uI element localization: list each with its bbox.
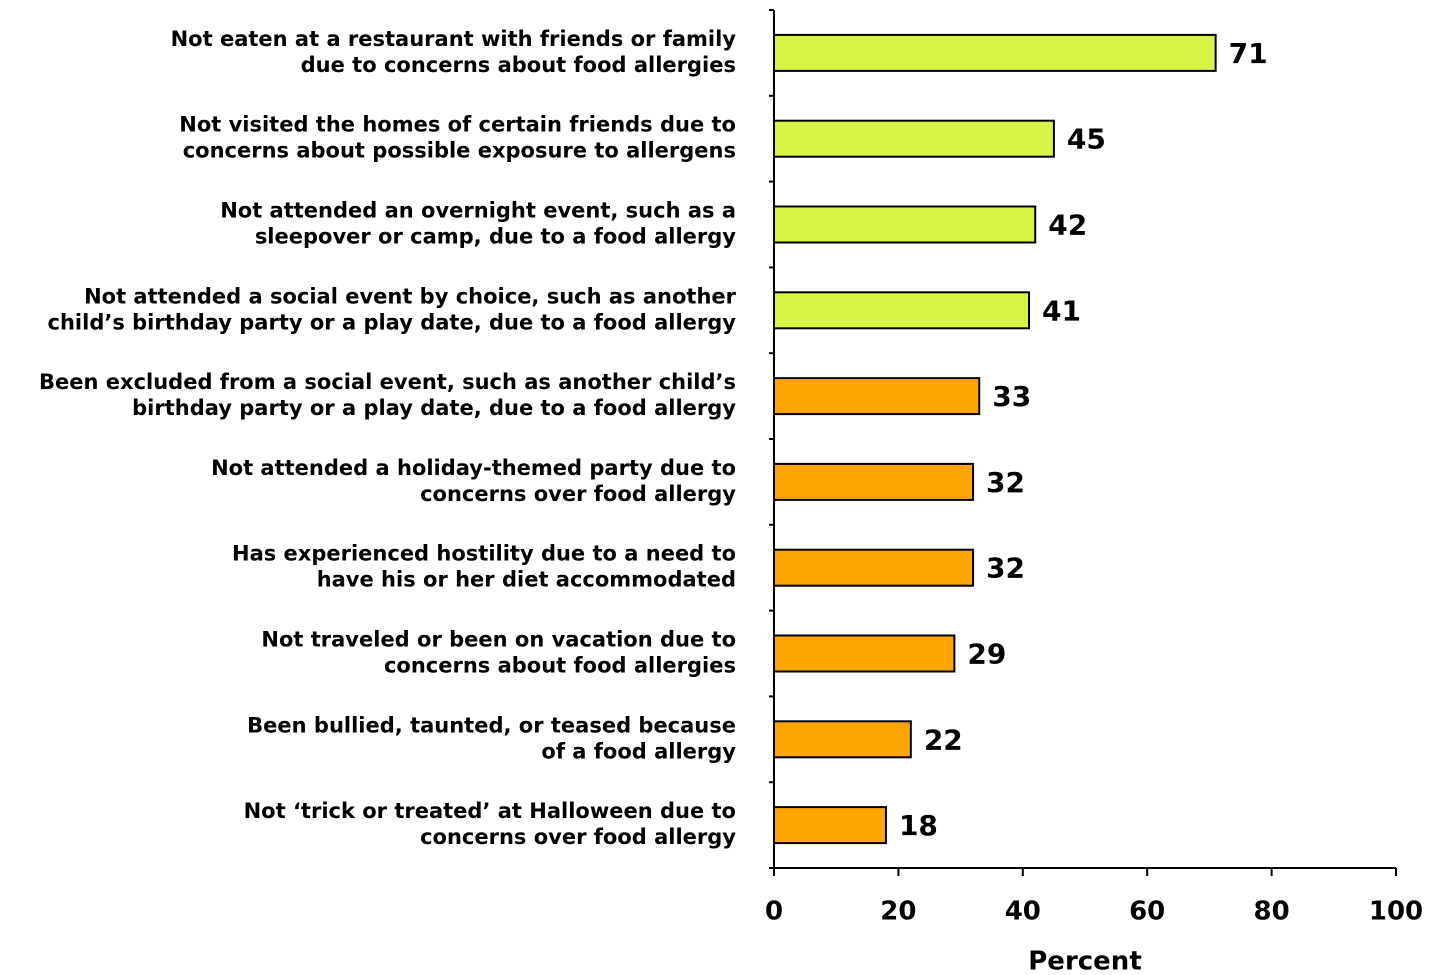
x-tick-label: 80: [1254, 897, 1290, 927]
y-tick-label: sleepover or camp, due to a food allergy: [255, 225, 736, 249]
value-label: 42: [1048, 209, 1087, 242]
bar: [773, 33, 1217, 72]
y-tick-label: concerns about food allergies: [384, 654, 736, 678]
bar: [773, 548, 975, 587]
bar: [773, 806, 887, 845]
x-tick-label: 40: [1005, 897, 1041, 927]
value-label: 71: [1229, 37, 1268, 70]
bar: [773, 291, 1031, 330]
y-tick-label: Not attended a holiday-themed party due …: [211, 456, 736, 480]
bar: [773, 634, 956, 673]
value-label: 33: [992, 380, 1031, 413]
y-tick-label: Has experienced hostility due to a need …: [232, 542, 736, 566]
value-label: 45: [1067, 123, 1106, 156]
x-axis-label: Percent: [1028, 947, 1142, 975]
y-tick-label: Not attended an overnight event, such as…: [220, 199, 736, 223]
y-tick-label: concerns over food allergy: [420, 825, 736, 849]
value-label: 32: [986, 466, 1025, 499]
y-tick-label: Not eaten at a restaurant with friends o…: [171, 27, 737, 51]
x-tick-label: 0: [765, 897, 783, 927]
value-label: 41: [1042, 294, 1081, 327]
y-tick-label: Been excluded from a social event, such …: [39, 370, 736, 394]
y-tick-label: birthday party or a play date, due to a …: [132, 396, 736, 420]
y-tick-label: Not traveled or been on vacation due to: [261, 628, 736, 652]
y-tick-label: Been bullied, taunted, or teased because: [247, 713, 736, 737]
y-tick-label: Not ‘trick or treated’ at Halloween due …: [244, 799, 736, 823]
y-tick-label: child’s birthday party or a play date, d…: [48, 310, 737, 334]
y-tick-label: have his or her diet accommodated: [317, 568, 736, 592]
x-tick-label: 20: [880, 897, 916, 927]
x-tick-label: 100: [1369, 897, 1423, 927]
value-label: 22: [924, 723, 963, 756]
y-tick-label: of a food allergy: [541, 739, 736, 763]
x-tick-label: 60: [1129, 897, 1165, 927]
bar: [773, 119, 1055, 158]
bar: [773, 377, 981, 416]
y-tick-label: concerns about possible exposure to alle…: [183, 139, 736, 163]
value-label: 18: [899, 809, 938, 842]
bar: [773, 205, 1037, 244]
y-tick-label: due to concerns about food allergies: [301, 53, 736, 77]
y-tick-label: Not visited the homes of certain friends…: [179, 113, 736, 137]
y-tick-label: concerns over food allergy: [420, 482, 736, 506]
bar: [773, 720, 912, 759]
value-label: 32: [986, 552, 1025, 585]
value-label: 29: [967, 638, 1006, 671]
bar: [773, 462, 975, 501]
y-tick-label: Not attended a social event by choice, s…: [84, 284, 737, 308]
